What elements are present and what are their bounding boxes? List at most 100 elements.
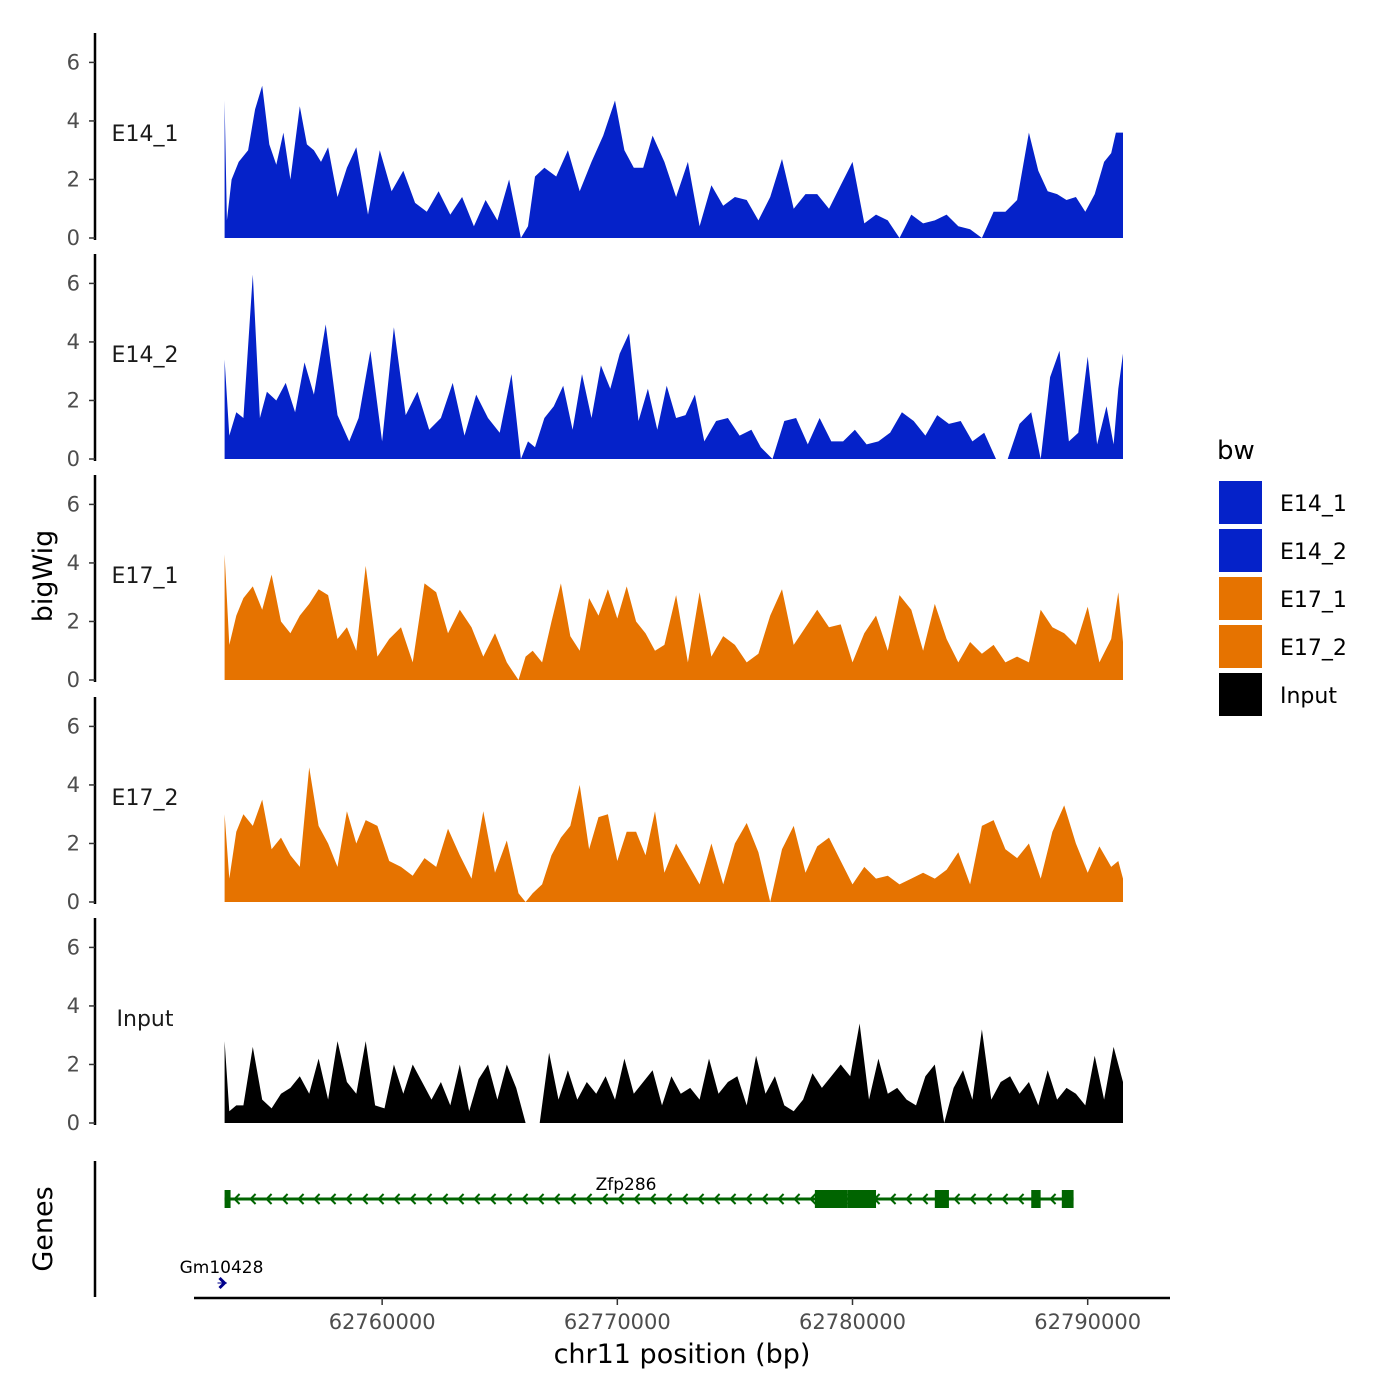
y-axis-title-genes: Genes <box>28 1186 59 1271</box>
strand-arrow-icon <box>585 1193 593 1205</box>
x-tick-label: 62770000 <box>564 1310 671 1334</box>
y-tick-label: 2 <box>67 1052 80 1076</box>
x-tick-label: 62760000 <box>329 1310 436 1334</box>
gene-exon <box>224 1190 231 1208</box>
y-tick-label: 2 <box>67 167 80 191</box>
strand-arrow-icon <box>697 1193 705 1205</box>
y-tick-label: 0 <box>67 1111 80 1135</box>
y-tick-label: 4 <box>67 330 80 354</box>
gene-exon <box>934 1190 949 1208</box>
x-tick-label: 62780000 <box>799 1310 906 1334</box>
y-tick-label: 6 <box>67 714 80 738</box>
strand-arrow-icon <box>345 1193 353 1205</box>
strand-arrow-icon <box>297 1193 305 1205</box>
y-axis-title-bigwig: bigWig <box>28 530 59 623</box>
y-tick-label: 6 <box>67 50 80 74</box>
strand-arrow-icon <box>617 1193 625 1205</box>
strand-arrow-icon <box>761 1193 769 1205</box>
strand-arrow-icon <box>729 1193 737 1205</box>
y-tick-label: 4 <box>67 109 80 133</box>
strand-arrow-icon <box>233 1193 241 1205</box>
strand-arrow-icon <box>521 1193 529 1205</box>
legend-label: E17_1 <box>1280 588 1347 613</box>
strand-arrow-icon <box>537 1193 545 1205</box>
strand-arrow-icon <box>313 1193 321 1205</box>
track-label: E17_1 <box>112 564 179 589</box>
gene-zfp286: Zfp286 <box>224 1175 1074 1208</box>
legend-swatch <box>1217 623 1264 670</box>
y-tick-label: 4 <box>67 773 80 797</box>
strand-arrow-icon <box>281 1193 289 1205</box>
y-tick-label: 2 <box>67 388 80 412</box>
legend-swatch <box>1217 575 1264 622</box>
coverage-area-e14_1 <box>224 85 1124 238</box>
strand-arrow-icon <box>265 1193 273 1205</box>
legend-item-e14_2: E14_2 <box>1217 527 1347 574</box>
y-tick-label: 6 <box>67 935 80 959</box>
gene-label: Gm10428 <box>180 1258 264 1278</box>
strand-arrow-icon <box>953 1193 961 1205</box>
track-label: E14_2 <box>112 343 179 368</box>
x-axis-title: chr11 position (bp) <box>554 1339 811 1370</box>
track-label: Input <box>117 1007 174 1032</box>
strand-arrow-icon <box>425 1193 433 1205</box>
strand-arrow-icon <box>473 1193 481 1205</box>
y-tick-label: 6 <box>67 492 80 516</box>
x-tick-label: 62790000 <box>1034 1310 1141 1334</box>
y-tick-label: 2 <box>67 609 80 633</box>
strand-arrow-icon <box>793 1193 801 1205</box>
strand-arrow-icon <box>393 1193 401 1205</box>
strand-arrow-icon <box>745 1193 753 1205</box>
legend-label: E14_1 <box>1280 492 1347 517</box>
legend-swatch <box>1217 479 1264 526</box>
gene-exon <box>1061 1190 1074 1208</box>
track-panel-e17_2: 0 2 4 6 E17_2 <box>67 697 1124 914</box>
strand-arrow-icon <box>361 1193 369 1205</box>
legend-label: E17_2 <box>1280 636 1347 661</box>
y-tick-label: 4 <box>67 551 80 575</box>
coverage-tracks: 0 2 4 6 E14_1 0 2 4 6 E14_2 0 2 4 6 E17_1 0 2 4 6 E17_2 0 2 4 6… <box>67 33 1124 1135</box>
gene-label: Zfp286 <box>596 1175 657 1195</box>
y-tick-label: 0 <box>67 890 80 914</box>
strand-arrow-icon <box>601 1193 609 1205</box>
strand-arrow-icon <box>921 1193 929 1205</box>
strand-arrow-icon <box>569 1193 577 1205</box>
track-label: E17_2 <box>112 786 179 811</box>
strand-arrow-icon <box>1049 1193 1057 1205</box>
legend-swatch <box>1217 671 1264 718</box>
strand-arrow-icon <box>377 1193 385 1205</box>
strand-arrow-icon <box>1017 1193 1025 1205</box>
strand-arrow-icon <box>889 1193 897 1205</box>
track-panel-input: 0 2 4 6 Input <box>67 918 1124 1135</box>
track-panel-e14_2: 0 2 4 6 E14_2 <box>67 254 1124 471</box>
gene-exon <box>847 1190 877 1208</box>
strand-arrow-icon <box>553 1193 561 1205</box>
strand-arrow-icon <box>809 1193 817 1205</box>
strand-arrow-icon <box>505 1193 513 1205</box>
legend-item-input: Input <box>1217 671 1337 718</box>
coverage-area-e14_2 <box>224 274 1124 459</box>
strand-arrow-icon <box>1001 1193 1009 1205</box>
legend-swatch <box>1217 527 1264 574</box>
x-axis: 62760000 62770000 62780000 62790000 <box>194 1296 1170 1334</box>
strand-arrow-icon <box>329 1193 337 1205</box>
gene-exon <box>814 1190 848 1208</box>
gene-annotation-panel: Zfp286 Gm10428 <box>93 1161 1074 1297</box>
legend-item-e14_1: E14_1 <box>1217 479 1347 526</box>
strand-arrow-icon <box>681 1193 689 1205</box>
strand-arrow-icon <box>441 1193 449 1205</box>
legend-item-e17_1: E17_1 <box>1217 575 1347 622</box>
y-tick-label: 4 <box>67 994 80 1018</box>
strand-arrow-icon <box>969 1193 977 1205</box>
legend: bw E14_1 E14_2 E17_1 E17_2 Input <box>1217 436 1347 718</box>
coverage-area-e17_1 <box>224 554 1124 680</box>
strand-arrow-icon <box>633 1193 641 1205</box>
strand-arrow-icon <box>777 1193 785 1205</box>
strand-arrow-icon <box>489 1193 497 1205</box>
strand-arrow-icon <box>409 1193 417 1205</box>
legend-label: E14_2 <box>1280 540 1347 565</box>
strand-arrow-icon <box>665 1193 673 1205</box>
strand-arrow-icon <box>713 1193 721 1205</box>
